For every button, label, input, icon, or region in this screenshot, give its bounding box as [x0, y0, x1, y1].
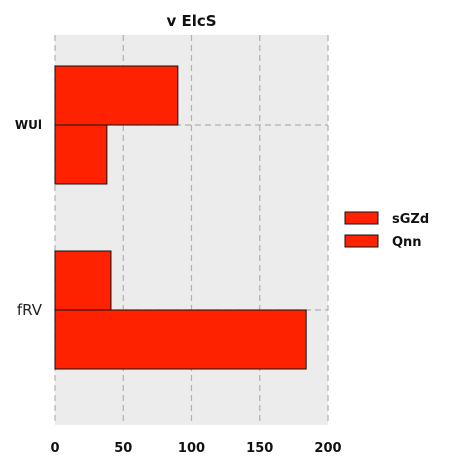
category-label-wul: WUl	[15, 118, 42, 132]
bar-sgzd-wul	[54, 65, 179, 126]
bar-sgzd-frv	[54, 250, 112, 311]
legend-swatch-sgzd	[344, 211, 379, 225]
x-tick-label-200: 200	[314, 441, 341, 456]
legend-label-sgzd: sGZd	[392, 212, 429, 227]
category-label-frv: fRV	[17, 301, 43, 319]
x-axis-ticks: 0 50 100 150 200	[50, 441, 341, 456]
chart-title: v ElcS	[166, 12, 216, 30]
legend-swatch-qnn	[344, 234, 379, 248]
bars	[54, 65, 307, 370]
x-tick-label-100: 100	[178, 441, 205, 456]
x-tick-label-150: 150	[246, 441, 273, 456]
bar-qnn-frv	[54, 309, 307, 370]
x-tick-label-0: 0	[50, 441, 59, 456]
bar-qnn-wul	[54, 124, 108, 185]
legend: sGZd Qnn	[344, 211, 429, 250]
x-tick-label-50: 50	[114, 441, 132, 456]
legend-label-qnn: Qnn	[392, 235, 422, 250]
